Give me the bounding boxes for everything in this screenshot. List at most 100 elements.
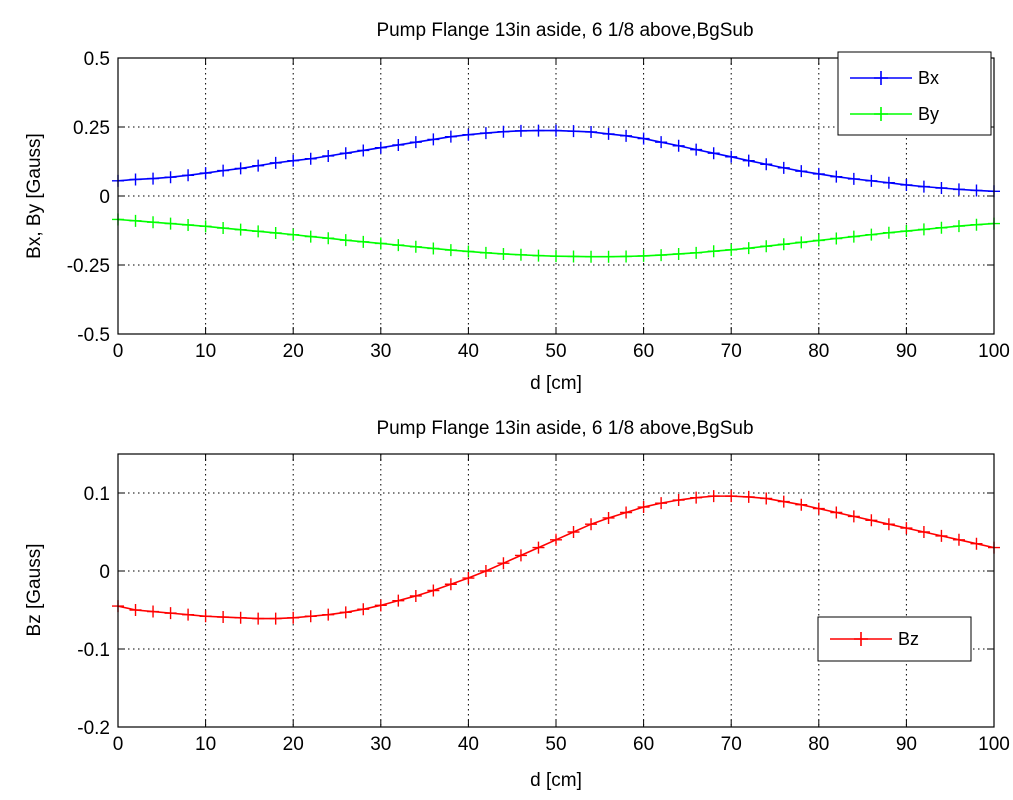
series-bz-point <box>199 610 212 623</box>
series-by-point <box>952 220 965 233</box>
series-bx-point <box>812 167 825 180</box>
series-bx-point <box>147 172 160 185</box>
series-bx-point <box>322 149 335 162</box>
series-bx-point <box>690 143 703 156</box>
series-by-point <box>234 223 247 236</box>
series-by-point <box>129 214 142 227</box>
top-x-tick-label: 70 <box>721 341 742 362</box>
series-bz-point <box>795 498 808 511</box>
series-bz-point <box>882 518 895 531</box>
series-bx-point <box>409 136 422 149</box>
bottom-x-tick-label: 0 <box>113 734 124 755</box>
series-bx-point <box>182 169 195 182</box>
series-bz-point <box>567 526 580 538</box>
top-legend-box <box>837 51 992 136</box>
series-bx-point <box>585 125 598 138</box>
series-bx-point <box>882 176 895 189</box>
series-bz-point <box>847 510 860 523</box>
series-bz-point <box>269 612 282 625</box>
series-bz-point <box>374 599 387 612</box>
series-bx-point <box>935 181 948 194</box>
top-x-tick-label: 20 <box>283 341 304 362</box>
bottom-x-tick-label: 10 <box>195 734 216 755</box>
top-x-tick-label: 30 <box>370 341 391 362</box>
series-by-point <box>357 235 370 248</box>
series-by-point <box>637 249 650 262</box>
series-bz-point <box>479 565 492 577</box>
top-x-axis-label: d [cm] <box>530 373 582 394</box>
series-bz-point <box>234 611 247 624</box>
top-y-tick-label: -0.25 <box>67 256 110 277</box>
series-bx-point <box>567 125 580 138</box>
series-bx-point <box>655 136 668 149</box>
series-by-point <box>304 230 317 243</box>
series-by-point <box>479 246 492 259</box>
series-bz-point <box>602 511 615 524</box>
series-by-point <box>182 218 195 231</box>
series-bz-point <box>830 506 843 519</box>
series-by-point <box>147 216 160 229</box>
bottom-plot-title: Pump Flange 13in aside, 6 1/8 above,BgSu… <box>376 418 753 439</box>
legend-by-marker <box>874 107 888 121</box>
bottom-legend: Bz <box>817 616 972 662</box>
bottom-x-tick-label: 30 <box>370 734 391 755</box>
series-by-point <box>812 234 825 247</box>
series-bx-point <box>164 171 177 184</box>
series-by-point <box>847 230 860 243</box>
series-by-point <box>514 248 527 261</box>
top-legend: Bx By <box>837 51 992 136</box>
series-bx-point <box>427 133 440 146</box>
series-bx-point <box>917 180 930 193</box>
series-bz-point <box>725 490 738 503</box>
series-by-point <box>777 238 790 251</box>
series-bz-point <box>655 497 668 510</box>
series-by-point <box>252 225 265 238</box>
series-bx-point <box>970 184 983 197</box>
series-bz-point <box>164 607 177 620</box>
series-bx-point <box>252 159 265 172</box>
legend-bz-label: Bz <box>898 629 919 649</box>
series-bx-point <box>129 173 142 186</box>
top-y-tick-label: -0.5 <box>77 325 110 346</box>
series-bz-point <box>585 518 598 531</box>
series-bx-point <box>199 167 212 180</box>
series-by-point <box>217 222 230 235</box>
legend-bx-marker <box>874 71 888 85</box>
bx-by-subplot: Pump Flange 13in aside, 6 1/8 above,BgSu… <box>24 20 1010 394</box>
series-by-point <box>690 246 703 259</box>
bottom-series-layer <box>112 490 1000 625</box>
series-by-point <box>865 228 878 241</box>
bottom-x-tick-label: 90 <box>896 734 917 755</box>
series-by-point <box>725 243 738 256</box>
series-bz-point <box>637 501 650 514</box>
series-bz-point <box>760 492 773 505</box>
top-x-tick-label: 60 <box>633 341 654 362</box>
series-bx-point <box>742 154 755 167</box>
series-by-point <box>462 245 475 258</box>
series-by-point <box>742 242 755 255</box>
top-y-tick-label: 0.5 <box>84 49 110 70</box>
series-bx-point <box>620 129 633 142</box>
legend-bz-marker <box>854 632 868 646</box>
series-by-point <box>935 221 948 234</box>
series-bx-point <box>847 172 860 185</box>
bottom-x-tick-label: 70 <box>721 734 742 755</box>
series-by-point <box>970 218 983 231</box>
bottom-y-tick-label: -0.1 <box>77 640 110 661</box>
series-bx-point <box>602 127 615 140</box>
series-bz-point <box>304 610 317 623</box>
series-bz-point <box>392 594 405 607</box>
series-bx-point <box>392 138 405 151</box>
series-bz-point <box>777 495 790 508</box>
series-bz-point <box>444 578 457 591</box>
series-bx-point <box>900 178 913 191</box>
series-bz-point <box>620 506 633 519</box>
top-series-layer <box>112 124 1000 263</box>
series-by-point <box>374 237 387 250</box>
series-by-point <box>655 249 668 262</box>
series-bx-point <box>339 147 352 160</box>
top-x-tick-label: 100 <box>978 341 1010 362</box>
series-by-point <box>882 226 895 239</box>
series-by-point <box>444 244 457 257</box>
series-by-point <box>917 223 930 236</box>
